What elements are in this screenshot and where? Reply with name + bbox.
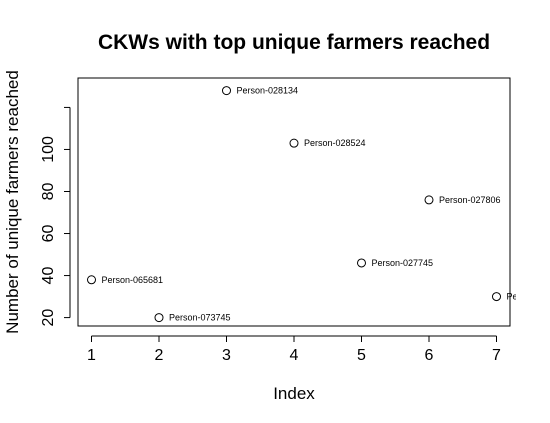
point-label: Person-027806 (439, 195, 501, 205)
data-point (222, 86, 231, 96)
point-label: Person-065681 (102, 275, 164, 285)
y-axis: 20 40 60 80 100 (40, 106, 71, 327)
x-tick-label: 4 (290, 347, 299, 364)
point-label: Person-028524 (304, 138, 366, 148)
y-tick-label: 100 (40, 136, 57, 163)
x-tick-label: 2 (155, 347, 164, 364)
data-points (87, 86, 501, 323)
plot-area-box (77, 77, 511, 327)
x-tick-label: 6 (425, 347, 434, 364)
x-tick-label: 5 (357, 347, 366, 364)
data-point (357, 258, 366, 268)
point-label: Person-028134 (237, 86, 299, 96)
point-label: Person-027793 (507, 292, 550, 302)
y-tick-label: 60 (40, 225, 57, 243)
y-tick-label: 40 (40, 267, 57, 285)
data-point (154, 313, 164, 323)
data-point (424, 195, 434, 205)
data-point (492, 292, 501, 302)
y-tick-label: 20 (40, 309, 57, 327)
data-point (289, 138, 299, 148)
point-label: Person-073745 (169, 313, 231, 323)
y-axis-label: Number of unique farmers reached (3, 70, 22, 334)
x-tick-label: 1 (87, 347, 96, 364)
x-tick-label: 7 (492, 347, 501, 364)
x-axis-label: Index (273, 384, 315, 403)
point-labels: Person-065681 Person-073745 Person-028134 P… (102, 86, 550, 323)
data-point (87, 275, 96, 285)
chart-title: CKWs with top unique farmers reached (98, 31, 490, 54)
point-label: Person-027745 (372, 258, 434, 268)
y-tick-label: 80 (40, 182, 57, 200)
x-axis: 1 2 3 4 5 6 7 (87, 335, 501, 364)
x-tick-label: 3 (222, 347, 231, 364)
